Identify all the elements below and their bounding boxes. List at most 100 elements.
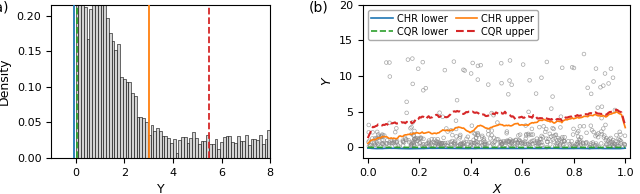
Point [573,143,583,146]
Point [463,135,473,138]
Point [572,131,582,134]
Point [446,129,456,132]
CQR upper [433,113,440,116]
Point [372,143,383,146]
Point [483,83,493,86]
Point [601,139,611,142]
Point [399,141,409,144]
Point [420,87,431,90]
Point [454,137,465,140]
Point [374,135,384,138]
Point [559,139,569,143]
Point [405,127,415,130]
Point [608,145,618,148]
Point [378,142,388,145]
Point [452,144,462,147]
Point [384,143,394,146]
Point [605,141,615,144]
Point [573,130,584,133]
Point [614,144,624,147]
Point [586,142,596,145]
Point [407,142,417,145]
Point [588,142,598,146]
Point [477,144,488,147]
Point [490,140,500,143]
Point [605,138,615,141]
Point [511,138,521,141]
Point [426,142,436,145]
Point [563,140,573,143]
Bar [179,140,181,158]
CHR lower [364,147,372,149]
X-axis label: X: X [492,183,501,194]
Point [588,141,598,144]
Bar [237,136,239,158]
Point [548,140,559,143]
CQR upper [612,108,620,111]
Point [409,143,419,146]
Point [607,140,618,144]
Point [497,142,507,145]
Point [446,142,456,146]
CQR upper [380,124,387,126]
Point [431,142,441,145]
Point [582,86,593,89]
Point [611,134,621,137]
Point [503,140,513,143]
CHR upper [612,111,620,113]
Point [482,143,492,146]
Point [533,142,543,145]
Point [374,142,384,145]
Point [578,142,588,145]
Point [532,142,542,145]
Point [392,140,403,143]
Point [584,146,595,149]
Point [438,145,448,148]
Point [550,144,561,147]
Point [408,121,418,124]
Point [408,141,419,144]
Point [452,99,462,102]
Point [502,130,512,133]
Point [588,80,598,83]
Point [459,140,469,144]
Point [409,144,419,147]
Point [414,138,424,141]
Point [518,141,529,144]
Point [529,139,539,142]
Point [435,111,445,114]
Point [568,145,578,148]
Point [531,92,541,95]
CQR lower [412,146,420,149]
Point [578,143,588,146]
CHR upper [433,133,440,135]
Point [467,124,477,127]
Bar [78,0,81,158]
Point [369,141,379,144]
Point [370,143,380,146]
Point [385,141,395,144]
Point [477,134,487,137]
Point [610,140,620,143]
Point [476,141,486,144]
Point [559,140,570,143]
Point [475,145,485,148]
Point [496,143,506,146]
Bar [76,0,78,158]
Bar [251,139,253,158]
Point [550,134,561,137]
CQR lower [602,146,610,149]
CQR lower [364,146,372,149]
Point [401,138,411,141]
Point [520,137,531,140]
Point [552,139,563,142]
Point [541,60,552,63]
Point [606,67,616,70]
CQR upper [609,110,616,113]
Point [608,76,618,79]
Point [433,138,443,141]
Point [534,126,545,129]
Point [609,142,620,145]
Point [408,82,418,85]
Point [541,137,552,140]
